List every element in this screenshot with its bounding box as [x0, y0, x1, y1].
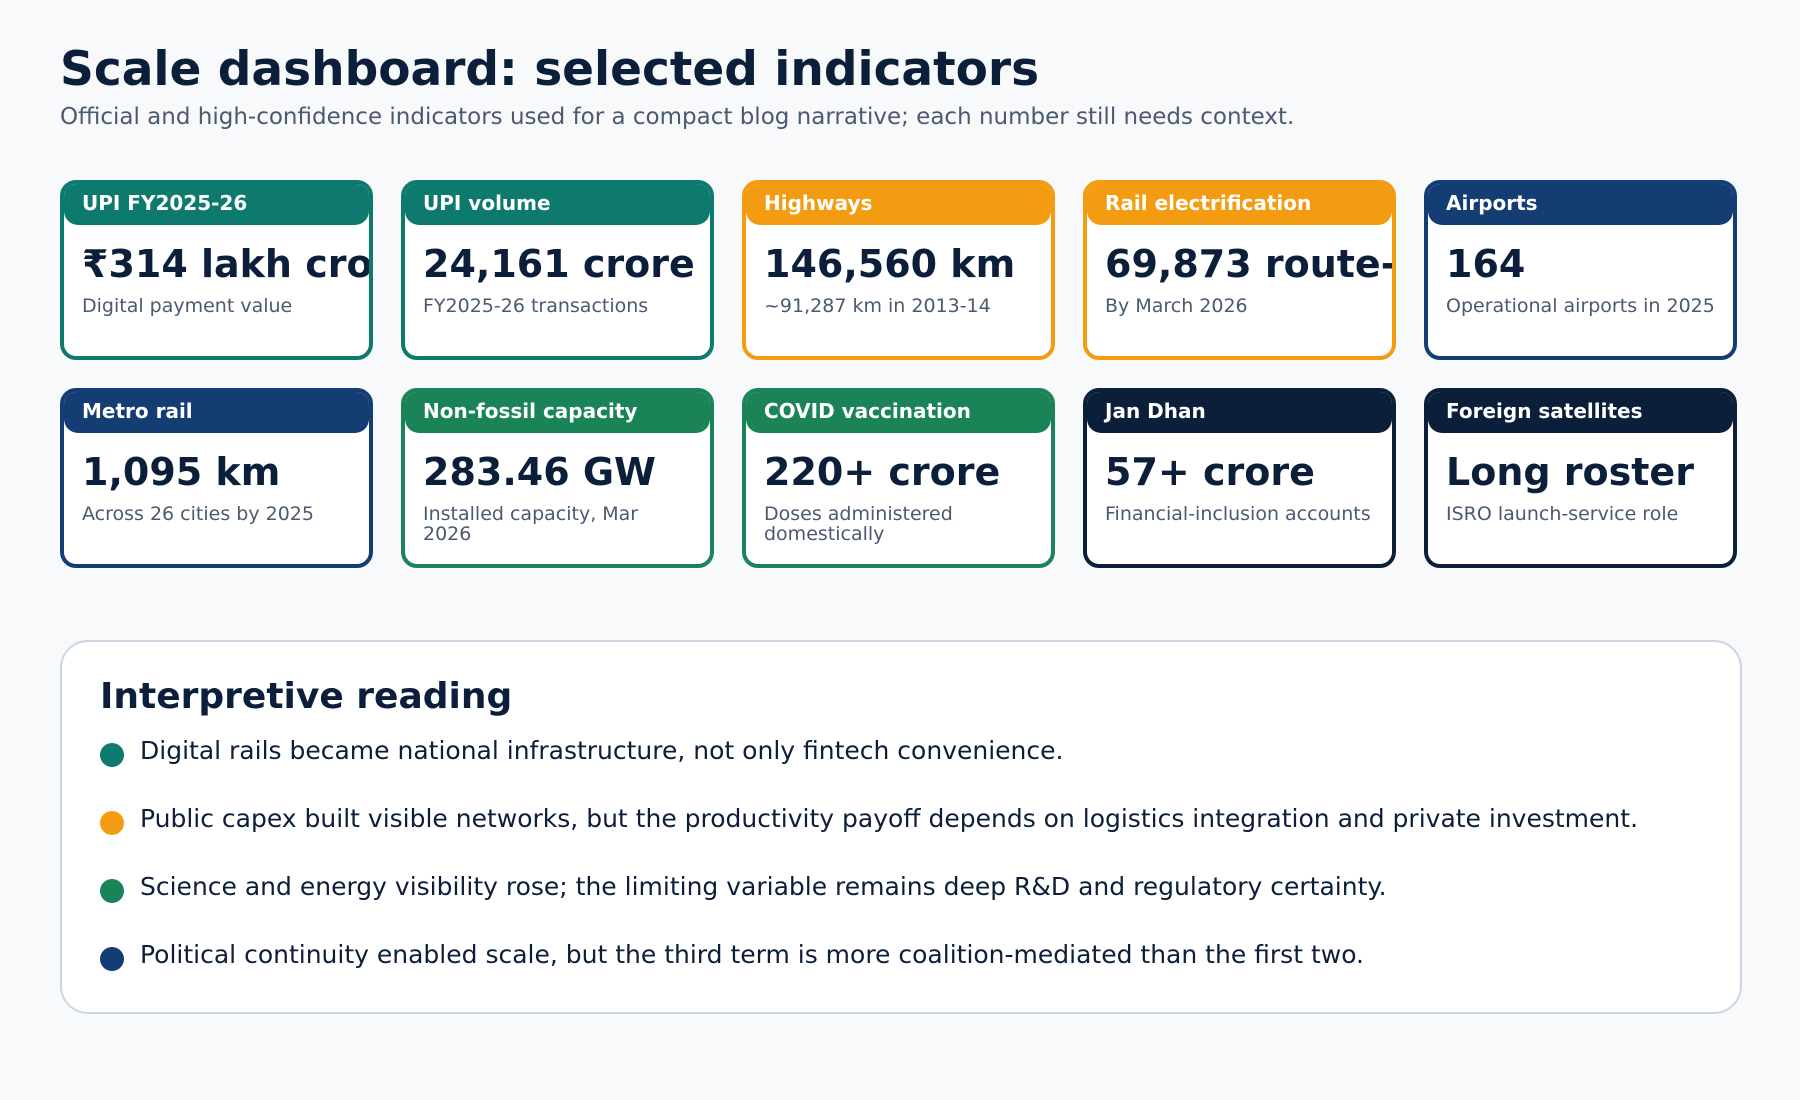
bullet-dot-icon	[100, 879, 124, 903]
indicator-card-upi-volume: UPI volume 24,161 crore FY2025-26 transa…	[401, 180, 714, 360]
card-label: UPI FY2025-26	[64, 184, 369, 225]
card-note: Digital payment value	[82, 295, 293, 317]
card-note: ~91,287 km in 2013-14	[764, 295, 991, 317]
panel-title: Interpretive reading	[100, 676, 513, 717]
list-item: Public capex built visible networks, but…	[100, 806, 1640, 874]
list-item: Political continuity enabled scale, but …	[100, 942, 1640, 1010]
card-note: FY2025-26 transactions	[423, 295, 649, 317]
indicator-card-non-fossil-capacity: Non-fossil capacity 283.46 GW Installed …	[401, 388, 714, 568]
card-value: 69,873 route-km	[1105, 242, 1396, 286]
indicator-card-upi-value: UPI FY2025-26 ₹314 lakh crore Digital pa…	[60, 180, 373, 360]
card-label: Rail electrification	[1087, 184, 1392, 225]
card-label: Jan Dhan	[1087, 392, 1392, 433]
indicator-grid: UPI FY2025-26 ₹314 lakh crore Digital pa…	[60, 180, 1737, 568]
list-item: Science and energy visibility rose; the …	[100, 874, 1640, 942]
bullet-dot-icon	[100, 811, 124, 835]
list-item: Digital rails became national infrastruc…	[100, 738, 1640, 806]
indicator-card-metro-rail: Metro rail 1,095 km Across 26 cities by …	[60, 388, 373, 568]
list-item-text: Science and energy visibility rose; the …	[140, 872, 1387, 901]
card-label: Highways	[746, 184, 1051, 225]
bullet-dot-icon	[100, 947, 124, 971]
list-item-text: Digital rails became national infrastruc…	[140, 736, 1064, 765]
card-note: Operational airports in 2025	[1446, 295, 1715, 317]
list-item-text: Public capex built visible networks, but…	[140, 804, 1639, 833]
indicator-card-airports: Airports 164 Operational airports in 202…	[1424, 180, 1737, 360]
card-label: Airports	[1428, 184, 1733, 225]
card-note: ISRO launch-service role	[1446, 503, 1679, 525]
card-label: Metro rail	[64, 392, 369, 433]
card-note: Across 26 cities by 2025	[82, 503, 314, 525]
interpretive-reading-panel: Interpretive reading Digital rails becam…	[60, 640, 1742, 1014]
bullet-dot-icon	[100, 743, 124, 767]
card-value: 57+ crore	[1105, 450, 1315, 494]
list-item-text: Political continuity enabled scale, but …	[140, 940, 1364, 969]
card-value: 164	[1446, 242, 1526, 286]
card-value: ₹314 lakh crore	[82, 242, 373, 286]
page-subtitle: Official and high-confidence indicators …	[60, 104, 1295, 130]
card-value: 24,161 crore	[423, 242, 695, 286]
card-value: Long roster	[1446, 450, 1694, 494]
card-label: UPI volume	[405, 184, 710, 225]
card-value: 1,095 km	[82, 450, 281, 494]
indicator-card-jan-dhan: Jan Dhan 57+ crore Financial-inclusion a…	[1083, 388, 1396, 568]
card-label: Non-fossil capacity	[405, 392, 710, 433]
indicator-card-foreign-satellites: Foreign satellites Long roster ISRO laun…	[1424, 388, 1737, 568]
card-note: By March 2026	[1105, 295, 1248, 317]
card-value: 283.46 GW	[423, 450, 656, 494]
card-value: 220+ crore	[764, 450, 1001, 494]
indicator-card-covid-vaccination: COVID vaccination 220+ crore Doses admin…	[742, 388, 1055, 568]
page-title: Scale dashboard: selected indicators	[60, 42, 1040, 97]
reading-list: Digital rails became national infrastruc…	[100, 738, 1640, 1010]
card-note: Doses administered domestically	[764, 503, 953, 545]
indicator-card-rail-electrification: Rail electrification 69,873 route-km By …	[1083, 180, 1396, 360]
card-note: Financial-inclusion accounts	[1105, 503, 1371, 525]
indicator-card-highways: Highways 146,560 km ~91,287 km in 2013-1…	[742, 180, 1055, 360]
card-label: COVID vaccination	[746, 392, 1051, 433]
card-label: Foreign satellites	[1428, 392, 1733, 433]
card-value: 146,560 km	[764, 242, 1016, 286]
card-note: Installed capacity, Mar 2026	[423, 503, 639, 545]
